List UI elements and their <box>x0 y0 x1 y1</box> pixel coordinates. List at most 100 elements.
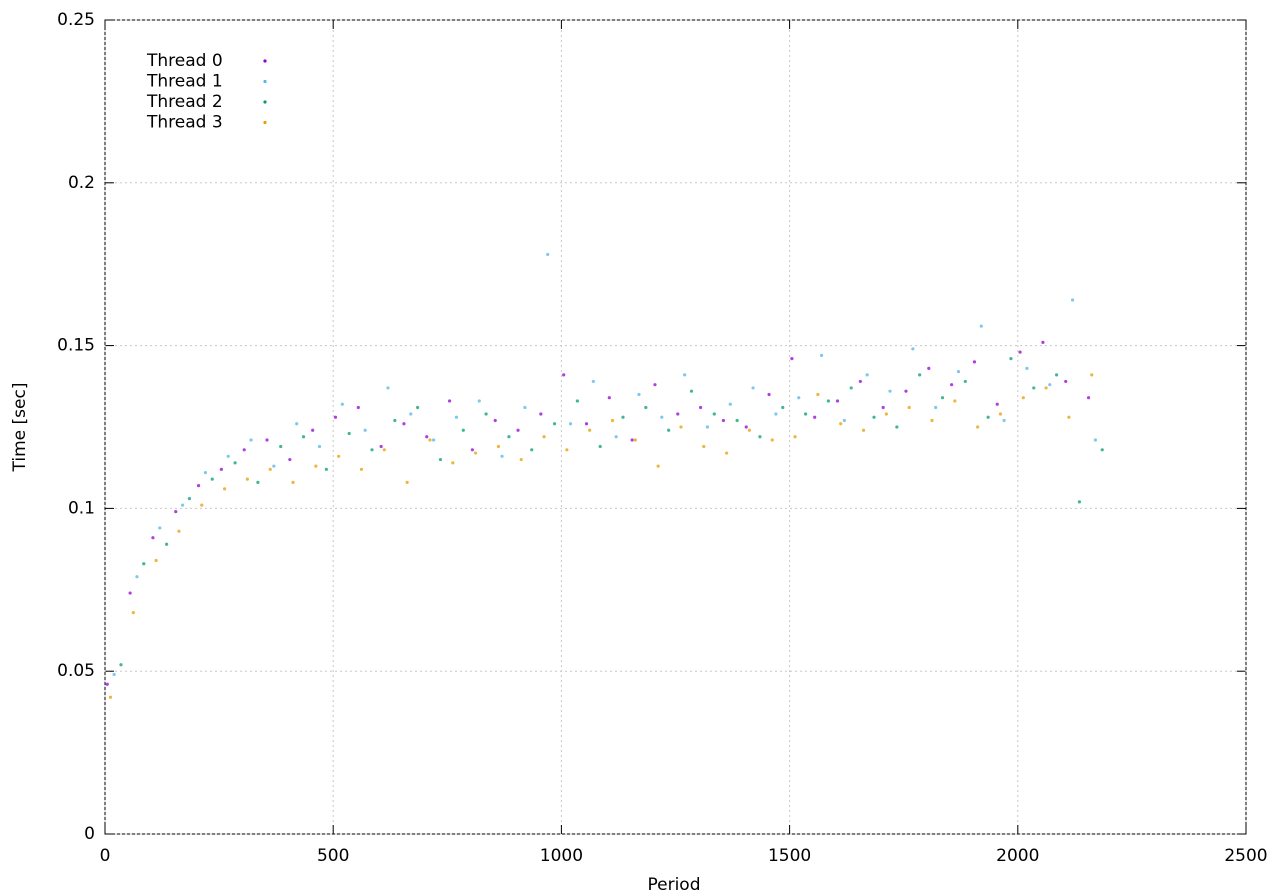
point <box>493 418 497 423</box>
point <box>1064 379 1068 384</box>
point <box>108 695 113 699</box>
point <box>112 672 116 677</box>
point <box>523 405 527 410</box>
point <box>1009 357 1013 361</box>
point <box>667 428 671 432</box>
point <box>507 435 511 439</box>
point <box>314 464 318 468</box>
point <box>393 418 397 423</box>
point <box>679 425 683 429</box>
y-axis-label: Time [sec] <box>10 383 30 473</box>
point <box>279 444 283 449</box>
point <box>128 591 132 595</box>
point <box>268 467 272 471</box>
point <box>500 454 504 458</box>
point <box>888 389 892 393</box>
point <box>630 438 634 442</box>
point <box>995 402 999 406</box>
point <box>154 558 158 563</box>
point <box>484 412 488 416</box>
point <box>200 503 204 507</box>
point <box>803 412 808 416</box>
x-tick-label: 500 <box>317 846 349 866</box>
point <box>1018 350 1022 354</box>
point <box>588 428 592 432</box>
point <box>337 454 341 458</box>
point <box>950 383 954 387</box>
point <box>911 347 915 351</box>
point <box>895 425 899 429</box>
point <box>454 415 459 419</box>
point <box>333 415 338 419</box>
y-tick-label: 0.15 <box>57 336 95 356</box>
point <box>956 370 961 374</box>
legend-marker <box>263 100 267 104</box>
point <box>477 399 481 403</box>
point <box>849 386 853 390</box>
point <box>702 444 706 449</box>
point <box>546 252 550 257</box>
point <box>1077 500 1082 504</box>
point <box>934 405 938 410</box>
point <box>363 428 367 432</box>
x-tick-label: 2500 <box>1224 846 1267 866</box>
point <box>519 457 523 462</box>
point <box>105 682 109 686</box>
y-tick-label: 0 <box>84 824 95 844</box>
point <box>542 435 546 439</box>
point <box>872 415 876 419</box>
point <box>644 405 648 410</box>
point <box>858 379 862 384</box>
plot-frame <box>104 19 1247 835</box>
point <box>819 353 824 357</box>
point <box>927 366 931 370</box>
point <box>432 438 436 442</box>
x-tick-label: 1000 <box>540 846 583 866</box>
point <box>347 431 351 436</box>
point <box>295 422 299 426</box>
point <box>1048 383 1052 387</box>
point <box>610 418 615 423</box>
point <box>1093 438 1097 442</box>
x-tick-label: 1500 <box>768 846 811 866</box>
x-axis-label: Period <box>647 875 700 895</box>
point <box>816 392 820 397</box>
x-tick-label: 0 <box>100 846 111 866</box>
point <box>1070 298 1075 302</box>
point <box>633 438 637 442</box>
point <box>575 399 579 403</box>
legend-label: Thread 0 <box>146 51 223 71</box>
point <box>180 503 185 507</box>
y-tick-label: 0.05 <box>57 661 95 681</box>
point <box>226 454 230 458</box>
point <box>1021 396 1025 400</box>
point <box>699 405 703 410</box>
point <box>340 402 344 406</box>
point <box>797 396 801 400</box>
point <box>291 480 295 484</box>
point <box>203 470 208 475</box>
point <box>562 373 566 377</box>
point <box>530 448 534 452</box>
point <box>881 405 885 410</box>
point <box>568 422 573 426</box>
point <box>751 386 755 390</box>
legend-label: Thread 2 <box>146 92 223 112</box>
point <box>676 412 680 416</box>
point <box>721 418 726 423</box>
point <box>1044 386 1048 390</box>
point <box>470 448 475 452</box>
point <box>744 425 748 429</box>
point <box>735 418 739 423</box>
point <box>637 392 641 397</box>
point <box>249 438 253 442</box>
point <box>747 428 752 432</box>
point <box>158 526 162 530</box>
point <box>725 451 729 455</box>
point <box>861 428 866 432</box>
point <box>311 428 315 432</box>
point <box>539 412 543 416</box>
x-tick-label: 2000 <box>996 846 1039 866</box>
point <box>151 536 155 540</box>
